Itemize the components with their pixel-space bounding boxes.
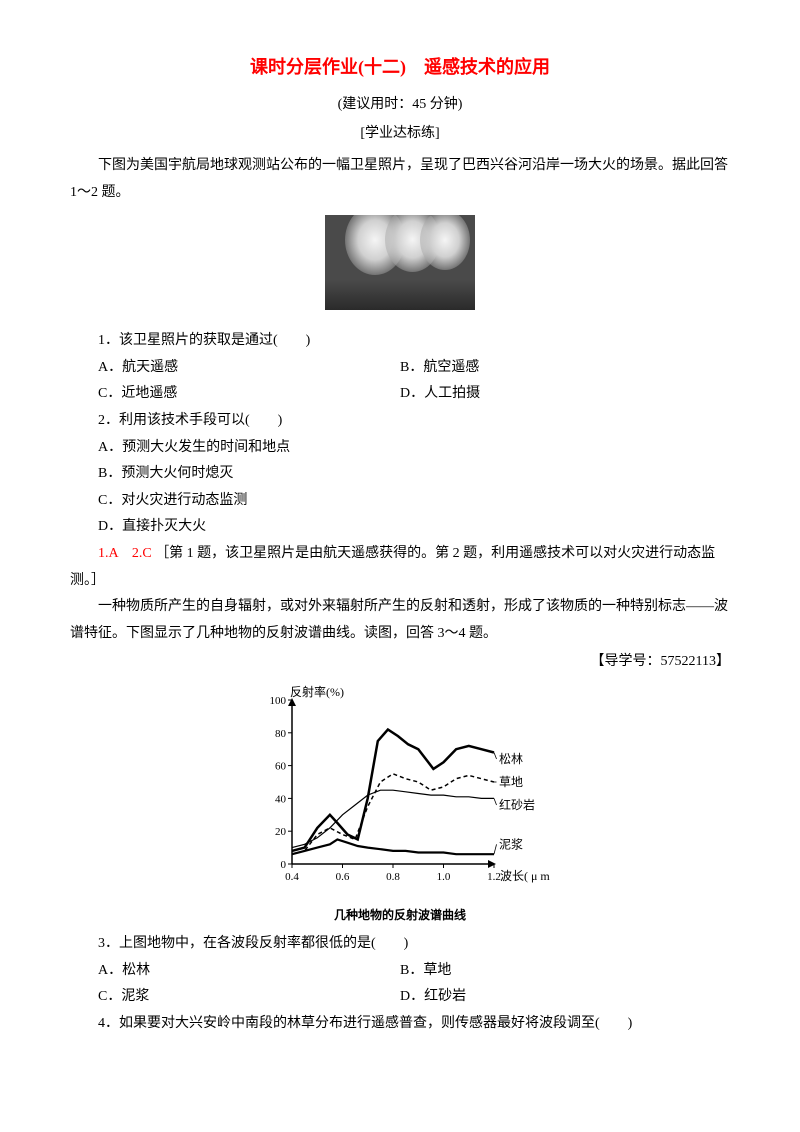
q2-opt-a: A．预测大火发生的时间和地点 (70, 435, 730, 462)
satellite-image-wrap (70, 215, 730, 321)
satellite-image (325, 215, 475, 310)
svg-text:反射率(%): 反射率(%) (290, 684, 344, 699)
svg-text:1.2: 1.2 (487, 871, 501, 883)
q3-stem: 3．上图地物中，在各波段反射率都很低的是( ) (70, 931, 730, 958)
spectral-chart-wrap: 反射率(%) 0 20 40 60 80 100 0.4 0.6 0.8 1.0 1.2波长( μ m… (70, 682, 730, 927)
svg-text:0.4: 0.4 (285, 871, 299, 883)
svg-text:0.8: 0.8 (386, 871, 400, 883)
q3-row-ab: A．松林 B．草地 (70, 958, 730, 985)
q2-opt-b: B．预测大火何时熄灭 (70, 461, 730, 488)
q2-opt-c: C．对火灾进行动态监测 (70, 488, 730, 515)
svg-text:20: 20 (275, 826, 287, 838)
q1-row-cd: C．近地遥感 D．人工拍摄 (70, 381, 730, 408)
document-page: 课时分层作业(十二) 遥感技术的应用 (建议用时：45 分钟) [学业达标练] … (0, 0, 800, 1132)
q1-opt-d: D．人工拍摄 (400, 381, 730, 408)
intro-paragraph-1: 下图为美国宇航局地球观测站公布的一幅卫星照片，呈现了巴西兴谷河沿岸一场大火的场景… (70, 153, 730, 206)
q1-opt-a: A．航天遥感 (70, 355, 400, 382)
q1-opt-b: B．航空遥感 (400, 355, 730, 382)
q3-opt-a: A．松林 (70, 958, 400, 985)
chart-caption: 几种地物的反射波谱曲线 (70, 904, 730, 927)
q2-stem: 2．利用该技术手段可以( ) (70, 408, 730, 435)
q1-stem: 1．该卫星照片的获取是通过( ) (70, 328, 730, 355)
svg-text:波长( μ m): 波长( μ m) (500, 869, 550, 883)
svg-text:0.6: 0.6 (336, 871, 350, 883)
svg-text:草地: 草地 (499, 775, 523, 789)
q4-stem: 4．如果要对大兴安岭中南段的林草分布进行遥感普查，则传感器最好将波段调至( ) (70, 1011, 730, 1038)
section-label: [学业达标练] (70, 121, 730, 148)
answer-key: 1.A 2.C (98, 546, 152, 561)
svg-text:1.0: 1.0 (437, 871, 451, 883)
svg-text:60: 60 (275, 760, 287, 772)
svg-text:0: 0 (281, 859, 287, 871)
svg-text:泥浆: 泥浆 (499, 836, 523, 851)
q2-opt-d: D．直接扑灭大火 (70, 514, 730, 541)
svg-text:40: 40 (275, 793, 287, 805)
q1-opt-c: C．近地遥感 (70, 381, 400, 408)
q1-row-ab: A．航天遥感 B．航空遥感 (70, 355, 730, 382)
page-title: 课时分层作业(十二) 遥感技术的应用 (70, 50, 730, 84)
time-suggestion: (建议用时：45 分钟) (70, 92, 730, 119)
svg-text:100: 100 (270, 695, 287, 707)
svg-text:80: 80 (275, 728, 287, 740)
q3-opt-c: C．泥浆 (70, 984, 400, 1011)
answer-explain: ［第 1 题，该卫星照片是由航天遥感获得的。第 2 题，利用遥感技术可以对火灾进… (70, 546, 715, 588)
guide-number: 【导学号：57522113】 (70, 649, 730, 676)
q3-opt-d: D．红砂岩 (400, 984, 730, 1011)
ground-shade (325, 280, 475, 310)
intro-paragraph-2: 一种物质所产生的自身辐射，或对外来辐射所产生的反射和透射，形成了该物质的一种特别… (70, 594, 730, 647)
title-text: 课时分层作业(十二) 遥感技术的应用 (250, 57, 550, 77)
q3-row-cd: C．泥浆 D．红砂岩 (70, 984, 730, 1011)
q3-opt-b: B．草地 (400, 958, 730, 985)
answer-1-2: 1.A 2.C ［第 1 题，该卫星照片是由航天遥感获得的。第 2 题，利用遥感… (70, 541, 730, 594)
spectral-chart: 反射率(%) 0 20 40 60 80 100 0.4 0.6 0.8 1.0 1.2波长( μ m… (250, 682, 550, 892)
smoke-plume (420, 215, 470, 270)
svg-text:红砂岩: 红砂岩 (499, 797, 535, 812)
svg-text:松林: 松林 (499, 752, 523, 766)
